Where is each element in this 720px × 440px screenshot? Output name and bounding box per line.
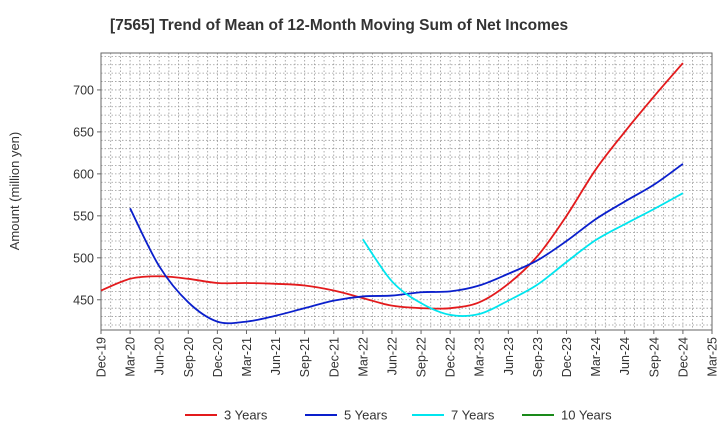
x-tick-label: Dec-21 [327, 337, 341, 377]
x-tick-label: Dec-20 [211, 337, 225, 377]
x-tick-label: Dec-19 [95, 337, 109, 377]
x-tick-label: Jun-23 [502, 337, 516, 375]
legend-label-0: 3 Years [224, 408, 268, 423]
x-tick-label: Jun-22 [385, 337, 399, 375]
chart-title: [7565] Trend of Mean of 12-Month Moving … [110, 17, 568, 34]
x-tick-label: Jun-24 [618, 337, 632, 375]
y-tick-label: 700 [73, 83, 94, 97]
x-tick-label: Sep-20 [182, 337, 196, 377]
y-tick-label: 450 [73, 293, 94, 307]
y-tick-label: 650 [73, 125, 94, 139]
legend-label-1: 5 Years [344, 408, 388, 423]
x-tick-label: Dec-23 [560, 337, 574, 377]
legend-label-3: 10 Years [561, 408, 612, 423]
x-tick-label: Mar-24 [589, 337, 603, 377]
legend-label-2: 7 Years [451, 408, 495, 423]
x-tick-label: Mar-20 [124, 337, 138, 377]
series-layer [100, 62, 684, 325]
x-tick-label: Dec-24 [676, 337, 690, 377]
x-tick-label: Mar-25 [706, 337, 720, 377]
series-line-2 [362, 192, 684, 317]
x-axis: Dec-19 Mar-20 Jun-20 Sep-20 Dec-20 Mar-21 Jun-… [95, 330, 720, 377]
plot-area [101, 53, 712, 330]
y-tick-label: 500 [73, 251, 94, 265]
grid [100, 53, 713, 330]
y-tick-label: 600 [73, 167, 94, 181]
y-axis-label: Amount (million yen) [7, 132, 22, 251]
x-tick-label: Jun-20 [153, 337, 167, 375]
x-tick-label: Mar-22 [356, 337, 370, 377]
plot-frame [100, 52, 713, 331]
y-tick-label: 550 [73, 209, 94, 223]
y-axis: 450 500 550 600 650 700 [73, 83, 101, 307]
x-tick-label: Sep-23 [531, 337, 545, 377]
x-tick-label: Dec-22 [444, 337, 458, 377]
x-tick-label: Jun-21 [269, 337, 283, 375]
x-tick-label: Mar-21 [240, 337, 254, 377]
x-tick-label: Sep-21 [298, 337, 312, 377]
x-tick-label: Mar-23 [473, 337, 487, 377]
legend: 3 Years 5 Years 7 Years 10 Years [185, 408, 612, 423]
series-line-0 [100, 62, 684, 310]
series-line-1 [129, 163, 684, 325]
x-tick-label: Sep-22 [415, 337, 429, 377]
x-tick-label: Sep-24 [647, 337, 661, 377]
